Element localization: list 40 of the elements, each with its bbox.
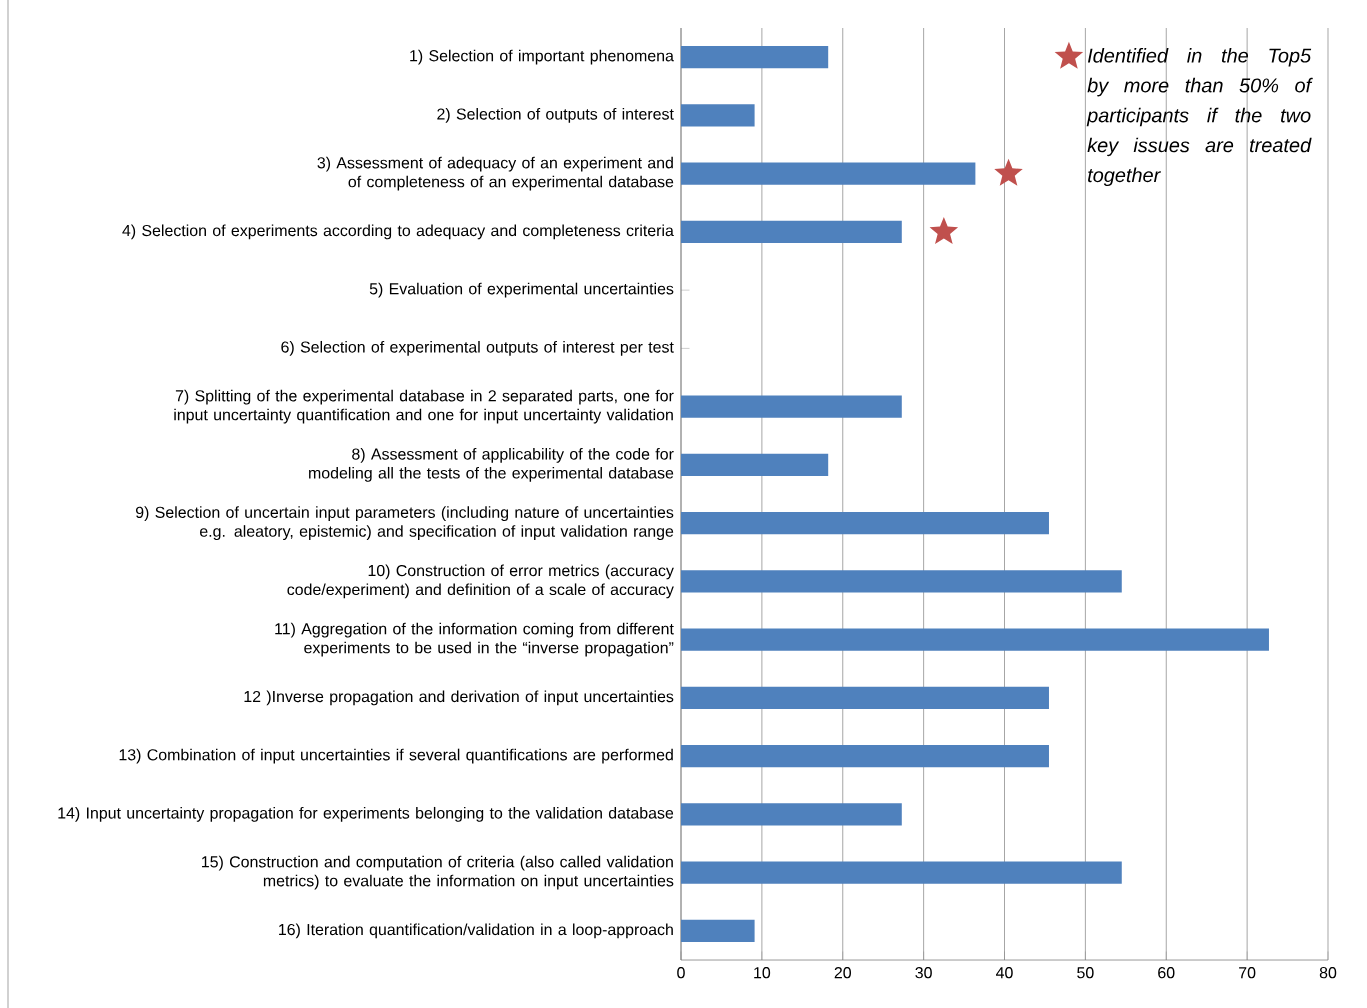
- y-tick-label: 2) Selection of outputs of interest: [437, 107, 674, 123]
- x-tick-label: 80: [1319, 967, 1337, 979]
- x-tick-label: 0: [677, 967, 685, 979]
- bar: [681, 395, 902, 418]
- x-tick-label: 40: [996, 967, 1013, 979]
- bar: [681, 628, 1269, 651]
- y-tick-label: 3) Assessment of adequacy of an experiment and of completeness of an experimental database: [317, 156, 674, 191]
- y-tick-label: 12 )Inverse propagation and derivation of input uncertainties: [244, 690, 674, 706]
- y-tick-label: 9) Selection of uncertain input parameters (including nature of uncertainties e.g. aleatory, epistemic) and specification of input validation range: [135, 506, 674, 541]
- x-tick-label: 70: [1239, 967, 1256, 979]
- y-tick-label: 11) Aggregation of the information coming from different experiments to be used in the “inverse propagation”: [275, 622, 674, 657]
- y-tick-label: 5) Evaluation of experimental uncertainties: [369, 282, 674, 298]
- bar: [681, 512, 1049, 535]
- y-tick-label: 16) Iteration quantification/validation in a loop-approach: [279, 923, 673, 939]
- x-tick-label: 10: [754, 967, 771, 979]
- bar: [681, 570, 1122, 593]
- bar: [681, 46, 829, 69]
- y-tick-label: 15) Construction and computation of criteria (also called validation metrics) to evaluate the information on input uncertainties: [202, 855, 674, 890]
- x-tick-label: 50: [1077, 967, 1094, 979]
- bar: [681, 861, 1122, 884]
- legend-label: Identified in the Top5 by more than 50% of participants if the two key issues are treated together: [1086, 47, 1313, 187]
- x-tick-label: 30: [915, 967, 932, 979]
- bar: [681, 453, 829, 476]
- y-tick-label: 7) Splitting of the experimental database in 2 separated parts, one for input uncertainty quantification and one for input uncertainty validation: [174, 389, 674, 424]
- bar: [681, 162, 976, 185]
- y-tick-label: 8) Assessment of applicability of the code for modeling all the tests of the experimental database: [309, 447, 674, 482]
- y-tick-label: 6) Selection of experimental outputs of interest per test: [281, 340, 674, 356]
- y-tick-label: 14) Input uncertainty propagation for experiments belonging to the validation database: [58, 806, 674, 822]
- y-tick-label: 1) Selection of important phenomena: [410, 49, 674, 65]
- y-tick-label: 10) Construction of error metrics (accuracy code/experiment) and definition of a scale of accuracy: [287, 564, 674, 599]
- y-tick-label: 13) Combination of input uncertainties if several quantifications are performed: [119, 748, 673, 764]
- bar: [681, 686, 1049, 709]
- bar: [681, 745, 1049, 768]
- x-tick-label: 60: [1158, 967, 1175, 979]
- bar: [681, 919, 755, 942]
- x-tick-label: 20: [834, 967, 851, 979]
- bar: [681, 104, 755, 127]
- bar: [681, 803, 902, 826]
- y-tick-label: 4) Selection of experiments according to adequacy and completeness criteria: [122, 224, 674, 240]
- bar: [681, 220, 902, 243]
